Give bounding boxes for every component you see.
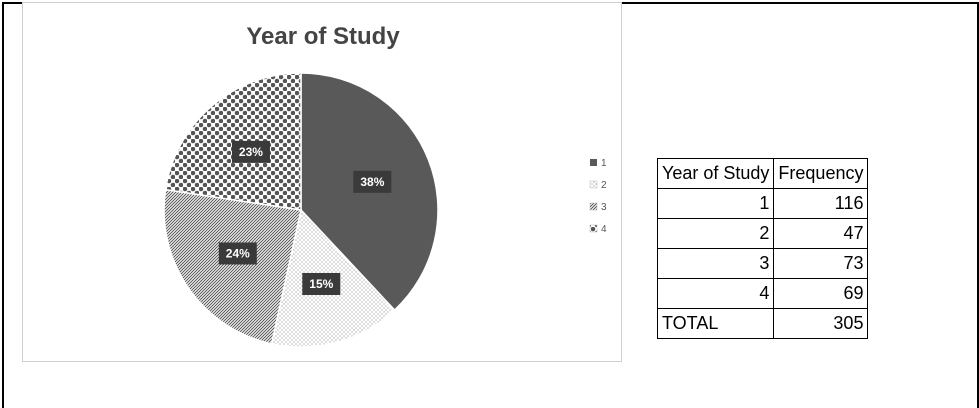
cell-frequency: 69 [773, 278, 869, 309]
legend-label-4: 4 [601, 224, 607, 235]
table-total-row: TOTAL 305 [656, 308, 869, 339]
cell-frequency: 73 [773, 248, 869, 279]
legend-swatch-1 [590, 159, 597, 166]
data-label-text: 23% [239, 145, 263, 159]
cell-year: 2 [656, 218, 775, 249]
table-row: 1 116 [656, 188, 869, 219]
legend-swatch-2 [589, 180, 598, 189]
data-label-3: 24% [218, 242, 257, 265]
legend-swatch-4 [589, 224, 598, 233]
frequency-table: Year of Study Frequency 1 116 2 47 3 73 … [656, 158, 869, 339]
chart-title: Year of Study [246, 23, 400, 50]
table-header-row: Year of Study Frequency [656, 158, 869, 189]
data-label-text: 15% [309, 277, 333, 291]
chart-legend: 1 2 3 4 [589, 158, 607, 235]
data-label-4: 23% [231, 140, 270, 163]
pie-slice-3 [163, 188, 302, 345]
header-year-of-study: Year of Study [656, 158, 775, 189]
data-label-1: 38% [353, 170, 392, 193]
data-label-2: 15% [302, 272, 341, 295]
legend-label-2: 2 [601, 180, 607, 191]
pie-labels: 38% 15% 24% 23% [218, 140, 392, 295]
pie-chart-area: Year of Study 38% 15% 24% 23% 1 2 3 4 [22, 2, 622, 362]
cell-year: 4 [656, 278, 775, 309]
pie-chart: 38% 15% 24% 23% 1 2 3 4 [163, 72, 607, 348]
data-label-text: 24% [226, 246, 250, 260]
legend-label-1: 1 [601, 158, 607, 169]
cell-total-label: TOTAL [656, 308, 775, 339]
cell-frequency: 116 [773, 188, 869, 219]
table-row: 3 73 [656, 248, 869, 279]
legend-swatch-3 [589, 202, 598, 211]
pie-slices [163, 72, 439, 348]
cell-frequency: 47 [773, 218, 869, 249]
cell-total-value: 305 [773, 308, 869, 339]
table-row: 2 47 [656, 218, 869, 249]
header-frequency: Frequency [773, 158, 869, 189]
data-label-text: 38% [360, 175, 384, 189]
legend-label-3: 3 [601, 202, 607, 213]
cell-year: 3 [656, 248, 775, 279]
cell-year: 1 [656, 188, 775, 219]
table-row: 4 69 [656, 278, 869, 309]
